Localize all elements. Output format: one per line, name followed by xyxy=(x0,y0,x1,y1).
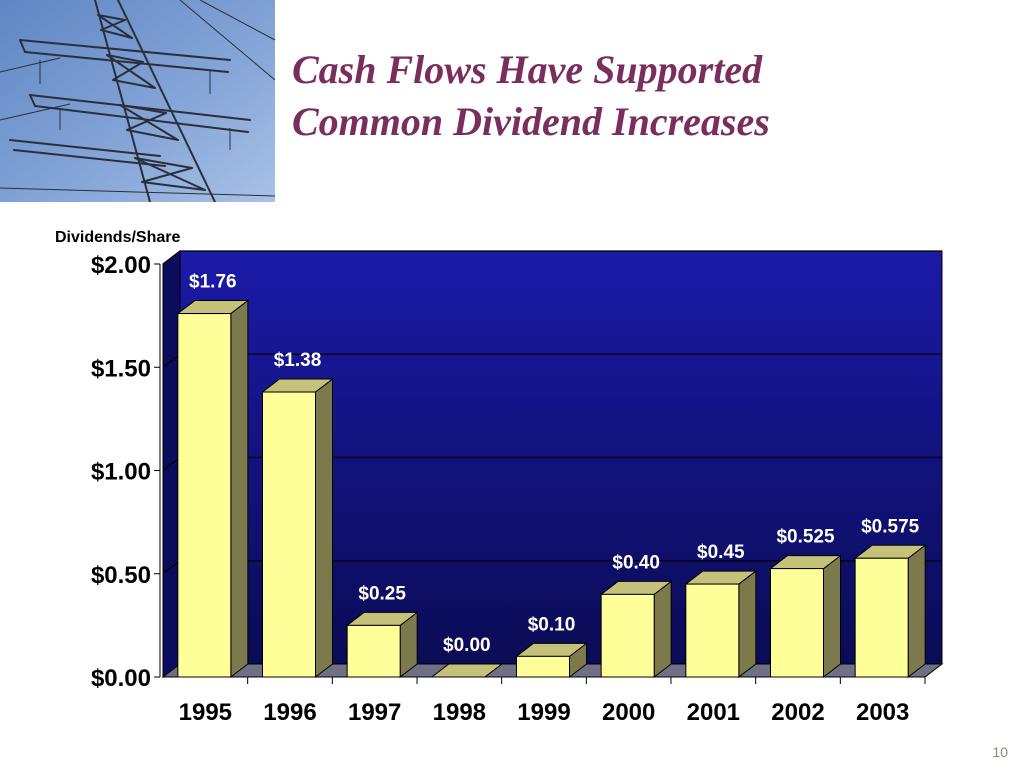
data-label: $0.25 xyxy=(358,583,406,604)
x-tick-label: 2000 xyxy=(602,699,655,726)
power-tower-photo xyxy=(0,0,275,202)
bar-2001 xyxy=(684,570,758,679)
bar-1999 xyxy=(515,642,588,679)
x-tick-label: 1998 xyxy=(433,699,486,726)
slide-title: Cash Flows Have Supported Common Dividen… xyxy=(292,44,770,148)
bar-front xyxy=(770,568,824,678)
data-label: $0.10 xyxy=(528,614,576,635)
bar-front xyxy=(177,313,232,678)
bar-top xyxy=(430,663,504,678)
data-label: $0.45 xyxy=(697,542,745,563)
bar-1998 xyxy=(430,663,504,678)
bar-1995 xyxy=(176,299,250,679)
bar-front xyxy=(600,593,655,678)
x-tick-label: 2001 xyxy=(687,699,740,726)
y-tick-label: $1.00 xyxy=(91,459,151,486)
bar-front xyxy=(262,391,316,678)
x-tick-label: 1995 xyxy=(179,699,232,726)
x-tick-label: 1996 xyxy=(263,699,316,726)
data-label: $0.525 xyxy=(776,527,835,548)
gridline xyxy=(162,250,942,265)
bar-side xyxy=(315,378,333,679)
bar-front xyxy=(346,624,401,678)
data-label: $0.00 xyxy=(443,635,491,656)
bar-side xyxy=(823,554,841,679)
x-tick-label: 1997 xyxy=(348,699,401,726)
y-tick-label: $0.50 xyxy=(91,562,151,589)
title-line-2: Common Dividend Increases xyxy=(292,99,770,144)
x-tick-label: 1999 xyxy=(517,699,570,726)
bar-front xyxy=(685,583,740,678)
bar-front xyxy=(854,557,909,678)
bar-1997 xyxy=(345,611,419,679)
x-tick-label: 2003 xyxy=(856,699,909,726)
bar-front xyxy=(516,655,570,678)
data-label: $0.40 xyxy=(612,552,660,573)
page-number: 10 xyxy=(992,744,1008,760)
bar-side xyxy=(738,570,757,679)
bar-2000 xyxy=(599,580,673,679)
x-tick-label: 2002 xyxy=(771,699,824,726)
data-label: $1.38 xyxy=(274,350,322,371)
bar-2002 xyxy=(769,554,842,679)
y-tick-label: $2.00 xyxy=(91,252,151,279)
bar-side xyxy=(653,580,672,679)
power-tower-image xyxy=(0,0,275,202)
bar-side xyxy=(907,544,926,679)
data-label: $0.575 xyxy=(861,516,920,537)
y-tick-label: $0.00 xyxy=(91,665,151,692)
bar-1996 xyxy=(261,378,334,679)
bar-side xyxy=(230,299,249,679)
data-label: $1.76 xyxy=(189,272,237,293)
y-axis-label: Dividends/Share xyxy=(55,229,181,246)
y-tick-label: $1.50 xyxy=(91,355,151,382)
bar-2003 xyxy=(853,544,927,679)
title-line-1: Cash Flows Have Supported xyxy=(292,47,763,92)
